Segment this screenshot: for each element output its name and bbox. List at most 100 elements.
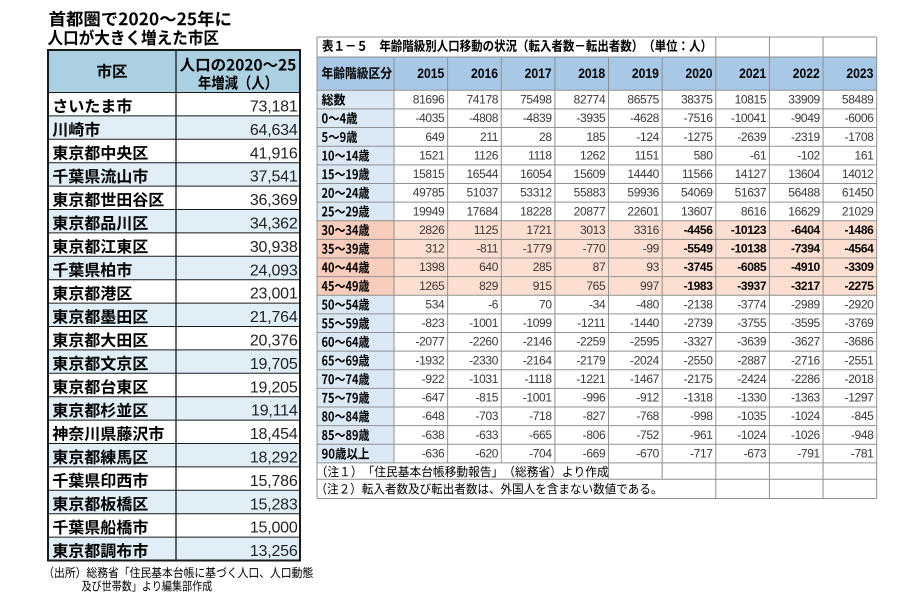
svg-text:-1486: -1486 (845, 223, 875, 237)
svg-text:55883: 55883 (574, 186, 606, 200)
svg-text:-3745: -3745 (684, 260, 714, 274)
svg-text:-1932: -1932 (415, 353, 445, 367)
svg-text:211: 211 (480, 130, 499, 144)
svg-text:17684: 17684 (466, 204, 498, 218)
svg-text:-9049: -9049 (791, 111, 821, 125)
svg-text:2021: 2021 (739, 65, 766, 81)
svg-text:19,705: 19,705 (250, 356, 298, 373)
svg-text:-3774: -3774 (737, 297, 767, 311)
svg-text:-815: -815 (475, 391, 498, 405)
svg-text:-2179: -2179 (576, 353, 606, 367)
svg-text:3316: 3316 (634, 223, 660, 237)
svg-text:-2024: -2024 (630, 353, 660, 367)
svg-text:1118: 1118 (528, 148, 552, 162)
svg-text:2826: 2826 (419, 223, 445, 237)
svg-text:-2164: -2164 (523, 353, 553, 367)
svg-text:-718: -718 (529, 409, 552, 423)
svg-text:-1363: -1363 (791, 391, 821, 405)
svg-text:-6085: -6085 (737, 260, 767, 274)
svg-text:16544: 16544 (466, 167, 498, 181)
svg-text:-1330: -1330 (737, 391, 767, 405)
svg-text:-670: -670 (636, 447, 659, 461)
svg-text:-1221: -1221 (576, 372, 606, 386)
svg-text:1151: 1151 (635, 148, 660, 162)
svg-text:2020: 2020 (686, 65, 713, 81)
svg-text:-1118: -1118 (525, 372, 553, 386)
svg-text:54069: 54069 (681, 186, 713, 200)
svg-text:-3627: -3627 (791, 335, 821, 349)
svg-text:-823: -823 (422, 316, 445, 330)
svg-text:-2286: -2286 (791, 372, 821, 386)
svg-text:915: 915 (533, 279, 553, 293)
svg-text:13,256: 13,256 (250, 543, 298, 560)
svg-text:-1001: -1001 (523, 391, 553, 405)
svg-text:-2989: -2989 (791, 297, 821, 311)
svg-text:-1035: -1035 (737, 409, 767, 423)
svg-text:-912: -912 (636, 391, 659, 405)
svg-text:-669: -669 (583, 447, 606, 461)
svg-text:580: 580 (694, 148, 714, 162)
svg-text:-2739: -2739 (684, 316, 714, 330)
svg-text:64,634: 64,634 (250, 122, 298, 139)
svg-text:15,786: 15,786 (250, 473, 298, 490)
svg-text:49785: 49785 (413, 186, 445, 200)
svg-text:-2595: -2595 (630, 335, 660, 349)
svg-text:18,454: 18,454 (250, 426, 298, 443)
svg-text:13604: 13604 (788, 167, 820, 181)
svg-text:-10041: -10041 (731, 111, 767, 125)
svg-text:21,764: 21,764 (250, 309, 298, 326)
svg-text:37,541: 37,541 (250, 169, 298, 186)
svg-text:15,000: 15,000 (250, 520, 298, 537)
svg-text:16054: 16054 (520, 167, 552, 181)
svg-text:-4910: -4910 (791, 260, 821, 274)
svg-text:-3217: -3217 (791, 279, 821, 293)
svg-text:87: 87 (593, 260, 606, 274)
svg-text:1721: 1721 (526, 223, 552, 237)
svg-text:-3639: -3639 (737, 335, 767, 349)
svg-text:-752: -752 (636, 428, 659, 442)
svg-text:41,916: 41,916 (250, 145, 298, 162)
svg-text:-1297: -1297 (845, 391, 875, 405)
svg-text:-480: -480 (636, 297, 659, 311)
svg-text:-3686: -3686 (845, 335, 875, 349)
svg-text:-704: -704 (529, 447, 552, 461)
svg-text:14012: 14012 (842, 167, 874, 181)
svg-text:11566: 11566 (682, 167, 713, 181)
svg-text:-1708: -1708 (845, 130, 875, 144)
svg-text:161: 161 (855, 148, 875, 162)
svg-text:-648: -648 (422, 409, 445, 423)
svg-text:-1026: -1026 (791, 428, 821, 442)
svg-text:2015: 2015 (417, 65, 444, 81)
svg-text:38375: 38375 (681, 93, 713, 107)
svg-text:-6404: -6404 (791, 223, 821, 237)
svg-text:34,362: 34,362 (250, 216, 298, 233)
svg-text:-845: -845 (851, 409, 874, 423)
svg-text:-633: -633 (475, 428, 498, 442)
svg-text:-1275: -1275 (684, 130, 714, 144)
svg-text:-2639: -2639 (737, 130, 767, 144)
svg-text:2023: 2023 (846, 65, 873, 81)
svg-text:-2260: -2260 (469, 335, 499, 349)
svg-text:-996: -996 (583, 391, 606, 405)
svg-text:2017: 2017 (525, 65, 552, 81)
svg-text:13607: 13607 (681, 204, 713, 218)
svg-text:-2275: -2275 (845, 279, 875, 293)
svg-text:-922: -922 (422, 372, 445, 386)
svg-text:-717: -717 (690, 447, 713, 461)
svg-text:1126: 1126 (474, 148, 499, 162)
svg-text:-2330: -2330 (469, 353, 499, 367)
svg-text:1398: 1398 (419, 260, 445, 274)
svg-text:2016: 2016 (471, 65, 498, 81)
svg-text:-4564: -4564 (845, 242, 875, 256)
svg-text:-3595: -3595 (791, 316, 821, 330)
svg-text:-99: -99 (643, 242, 660, 256)
svg-text:59936: 59936 (627, 186, 659, 200)
svg-text:23,001: 23,001 (250, 286, 298, 303)
svg-text:534: 534 (425, 297, 445, 311)
svg-text:86575: 86575 (627, 93, 659, 107)
svg-text:3013: 3013 (580, 223, 606, 237)
svg-text:20877: 20877 (574, 204, 606, 218)
svg-text:-806: -806 (583, 428, 606, 442)
svg-text:-2138: -2138 (684, 297, 714, 311)
svg-text:36,369: 36,369 (250, 192, 298, 209)
